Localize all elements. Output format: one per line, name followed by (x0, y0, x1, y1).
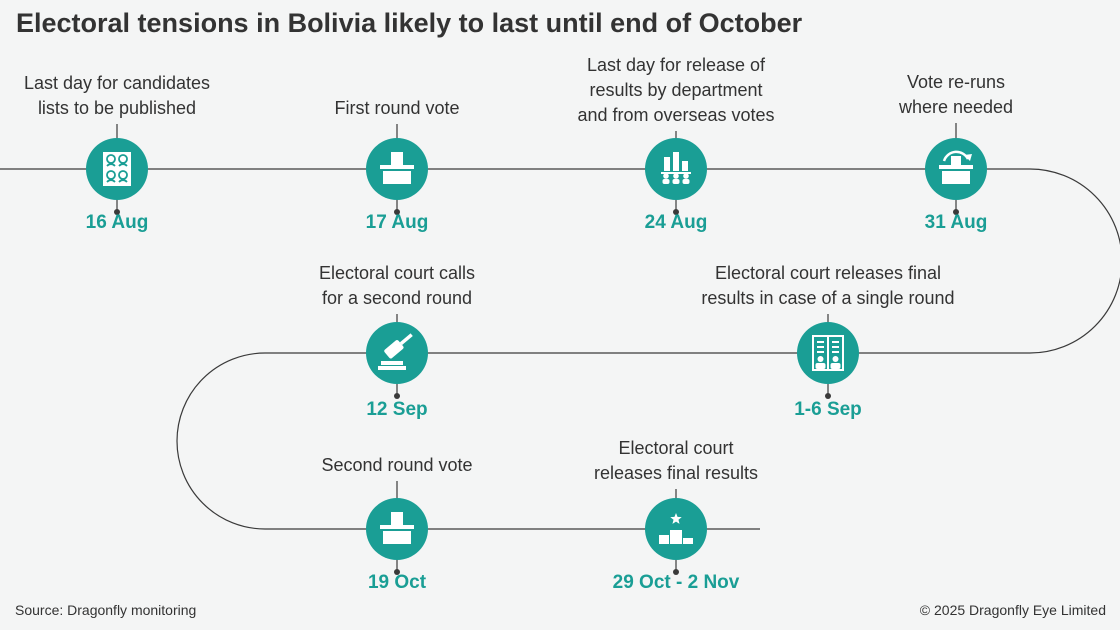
timeline-node-8 (645, 489, 707, 575)
event-label: Vote re-runs where needed (816, 70, 1096, 120)
winner-podium-icon (659, 513, 693, 544)
event-label-line: and from overseas votes (577, 105, 775, 125)
event-label: Last day for candidates lists to be publi… (0, 71, 257, 121)
event-label-line: lists to be published (37, 98, 197, 118)
copyright-note: © 2025 Dragonfly Eye Limited (919, 602, 1106, 618)
ballot-box-icon (380, 152, 414, 184)
event-label-line: Electoral court releases final (714, 263, 942, 283)
connector-dot (394, 569, 400, 575)
event-label-line: results by department (589, 80, 763, 100)
results-bar-chart-icon (661, 152, 691, 184)
event-label-line: First round vote (334, 98, 460, 118)
event-label: Last day for release of results by depart… (536, 53, 816, 128)
connector-dot (673, 569, 679, 575)
event-date: 29 Oct - 2 Nov (612, 572, 740, 593)
timeline-node-2 (366, 124, 428, 215)
event-label-line: Electoral court calls (318, 263, 476, 283)
event-date: 12 Sep (366, 399, 428, 420)
connector-dot (953, 209, 959, 215)
event-label-line: results in case of a single round (701, 288, 955, 308)
timeline-node-4 (925, 123, 987, 215)
event-date: 1-6 Sep (794, 399, 862, 420)
connector-dot (394, 393, 400, 399)
gavel-icon (378, 333, 413, 370)
event-date: 31 Aug (924, 212, 988, 233)
timeline-node-6 (366, 314, 428, 399)
chart-title: Electoral tensions in Bolivia likely to … (16, 8, 803, 38)
event-label: Second round vote (257, 453, 537, 478)
event-label-line: Vote re-runs (906, 72, 1006, 92)
event-label: Electoral court calls for a second round (257, 261, 537, 311)
timeline-node-3 (645, 131, 707, 215)
event-label-line: where needed (898, 97, 1014, 117)
event-date: 16 Aug (85, 212, 149, 233)
event-date: 17 Aug (365, 212, 429, 233)
event-label-line: for a second round (321, 288, 473, 308)
timeline-node-5 (797, 314, 859, 399)
source-note: Source: Dragonfly monitoring (15, 602, 197, 618)
event-label-line: Last day for candidates (23, 73, 211, 93)
connector-dot (114, 209, 120, 215)
event-label-line: releases final results (593, 463, 759, 483)
timeline-node-1 (86, 124, 148, 215)
event-label-line: Last day for release of (586, 55, 766, 75)
final-results-document-icon (812, 335, 844, 371)
timeline-node-7 (366, 481, 428, 575)
timeline-path (0, 168, 1120, 530)
connector-dot (673, 209, 679, 215)
event-label-line: Electoral court (618, 438, 734, 458)
event-date: 24 Aug (644, 212, 708, 233)
candidate-list-icon (103, 152, 131, 186)
connector-dot (825, 393, 831, 399)
event-date: 19 Oct (367, 572, 427, 593)
ballot-box-icon (380, 512, 414, 544)
event-label: Electoral court releases final results in… (688, 261, 968, 311)
connector-dot (394, 209, 400, 215)
event-label-line: Second round vote (321, 455, 473, 475)
event-label: First round vote (257, 96, 537, 121)
event-label: Electoral court releases final results (536, 436, 816, 486)
ballot-rerun-icon (939, 150, 973, 184)
event-badge (645, 498, 707, 560)
